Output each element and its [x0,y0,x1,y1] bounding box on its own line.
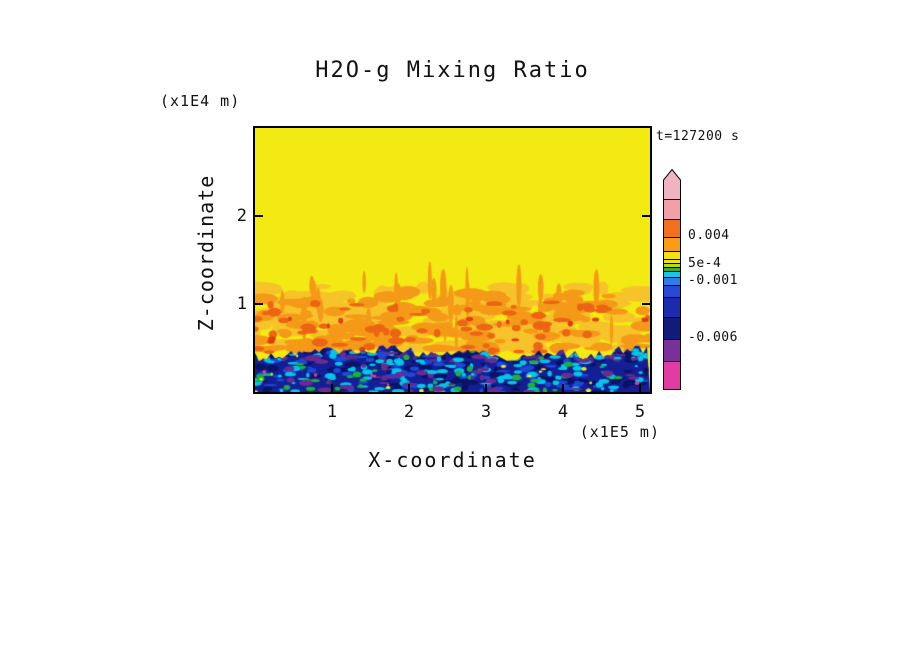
colorbar-segment [663,168,681,200]
y-axis-unit-label: (x1E4 m) [160,92,241,110]
colorbar-value-label: -0.006 [688,330,738,346]
colorbar [663,168,681,390]
x-tick-label: 1 [326,402,338,422]
y-axis-title: Z-coordinate [194,174,218,332]
y-tick-mark-right [642,303,650,305]
x-axis-unit-label: (x1E5 m) [579,423,660,441]
x-tick-mark [330,384,333,392]
y-tick-label: 2 [236,206,247,226]
heatmap-canvas [255,128,650,392]
colorbar-segment [663,277,681,286]
colorbar-value-label: 5e-4 [688,255,722,271]
y-tick-mark-right [642,215,650,217]
x-tick-label: 5 [634,402,646,422]
colorbar-value-label: -0.001 [688,273,738,289]
colorbar-value-label: 0.004 [688,227,730,243]
colorbar-segment [663,199,681,220]
y-tick-label: 1 [236,294,247,314]
colorbar-segment [663,317,681,340]
colorbar-segment [663,297,681,318]
colorbar-segment [663,263,681,268]
x-tick-label: 2 [403,402,415,422]
plot-area [253,126,652,394]
colorbar-segment [663,271,681,278]
x-tick-label: 4 [557,402,569,422]
colorbar-segment [663,251,681,260]
x-tick-mark [561,384,564,392]
colorbar-segment [663,361,681,390]
x-tick-mark [484,384,487,392]
time-label: t=127200 s [656,129,740,144]
chart-title: H2O-g Mixing Ratio [315,58,590,83]
colorbar-segment [663,219,681,238]
y-tick-mark [255,303,263,305]
x-tick-mark [407,384,410,392]
colorbar-segment [663,339,681,362]
x-axis-title: X-coordinate [368,448,537,472]
y-tick-mark [255,215,263,217]
colorbar-segment [663,259,681,264]
colorbar-segment [663,285,681,298]
x-tick-label: 3 [480,402,492,422]
colorbar-segment [663,237,681,252]
colorbar-segment [663,267,681,272]
x-tick-mark [638,384,641,392]
